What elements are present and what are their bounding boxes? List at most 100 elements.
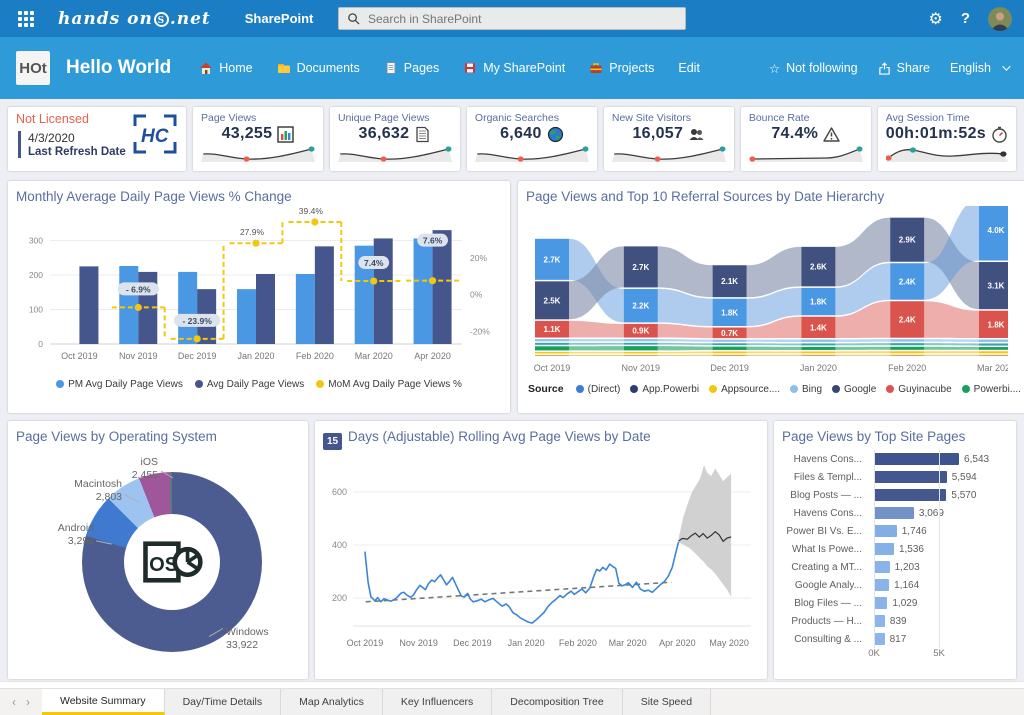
nav-item-edit[interactable]: Edit xyxy=(678,61,700,75)
legend-item[interactable]: (Direct) xyxy=(575,384,620,395)
page-views-bar[interactable] xyxy=(874,597,888,609)
ribbon-chart[interactable]: 2.7K 2.5K 1.1K 2.7K 2.2K 0.9K 2.1K 1.8K 0.7K 2.6K… xyxy=(526,199,1015,378)
tab-key-influencers[interactable]: Key Influencers xyxy=(382,689,493,715)
table-row[interactable]: Google Analy... 1,164 xyxy=(782,576,1008,594)
help-icon[interactable]: ? xyxy=(960,10,970,27)
table-row[interactable]: What Is Powe... 1,536 xyxy=(782,540,1008,558)
page-views-bar[interactable] xyxy=(874,471,947,483)
follow-button[interactable]: ☆ Not following xyxy=(769,61,858,76)
page-views-value: 5,594 xyxy=(951,471,977,483)
tab-decomposition-tree[interactable]: Decomposition Tree xyxy=(492,689,623,715)
table-row[interactable]: Blog Posts — ... 5,570 xyxy=(782,486,1008,504)
page-views-bar[interactable] xyxy=(874,453,960,465)
legend-item[interactable]: Guyinacube xyxy=(886,384,952,395)
svg-text:39.4%: 39.4% xyxy=(299,206,324,216)
svg-text:4.0K: 4.0K xyxy=(988,226,1005,235)
svg-text:Feb 2020: Feb 2020 xyxy=(296,351,334,361)
kpi-card-page-views[interactable]: Page Views 43,255 xyxy=(193,107,323,171)
ribbon-chart-card[interactable]: Page Views and Top 10 Referral Sources b… xyxy=(518,181,1024,413)
combo-chart[interactable]: 0 100 200 300 20% 0% -20% Oct 2019 Nov 2019 Dec 2… xyxy=(16,206,502,374)
kpi-sparkline xyxy=(611,146,726,162)
svg-text:7.4%: 7.4% xyxy=(364,258,384,268)
page-views-bar[interactable] xyxy=(874,579,890,591)
refresh-date-card[interactable]: Not Licensed 4/3/2020 Last Refresh Date … xyxy=(8,107,186,171)
page-views-bar[interactable] xyxy=(874,633,885,645)
disk-icon xyxy=(465,63,476,73)
rolling-chart-card[interactable]: 15 Days (Adjustable) Rolling Avg Page Vie… xyxy=(315,421,767,679)
table-row[interactable]: Consulting & ... 817 xyxy=(782,630,1008,648)
page-label: Products — H... xyxy=(791,615,862,627)
gridline-0k xyxy=(874,450,875,648)
nav-item-projects[interactable]: Projects xyxy=(589,61,654,75)
legend-dot-icon xyxy=(194,380,203,388)
legend-item[interactable]: MoM Avg Daily Page Views % xyxy=(316,379,462,390)
language-dropdown[interactable]: English xyxy=(950,61,1011,75)
table-row[interactable]: Files & Templ... 5,594 xyxy=(782,468,1008,486)
nav-item-documents[interactable]: Documents xyxy=(277,61,360,75)
legend-item[interactable]: Avg Daily Page Views xyxy=(194,379,304,390)
page-views-bar[interactable] xyxy=(874,615,885,627)
svg-text:2.6K: 2.6K xyxy=(810,263,827,272)
nav-item-my-sharepoint[interactable]: My SharePoint xyxy=(463,61,565,75)
top-pages-chart[interactable]: Havens Cons... 6,543 Files & Templ... 5,594… xyxy=(782,450,1008,662)
search-input[interactable] xyxy=(368,11,648,26)
search-box[interactable] xyxy=(338,7,686,30)
svg-text:Dec 2019: Dec 2019 xyxy=(453,638,492,648)
legend-item[interactable]: Bing xyxy=(790,384,822,395)
legend-item[interactable]: Google xyxy=(832,384,876,395)
table-row[interactable]: Creating a MT... 1,203 xyxy=(782,558,1008,576)
rolling-title-text: Days (Adjustable) Rolling Avg Page Views… xyxy=(348,429,651,444)
legend-item[interactable]: Powerbi.... xyxy=(961,384,1021,395)
table-row[interactable]: Blog Files — ... 1,029 xyxy=(782,594,1008,612)
app-launcher-icon[interactable] xyxy=(18,10,34,27)
tabs-next-icon[interactable]: › xyxy=(26,695,30,709)
logo-text-right: .net xyxy=(169,8,211,29)
tab-website-summary[interactable]: Website Summary xyxy=(42,689,165,715)
table-row[interactable]: Products — H... 839 xyxy=(782,612,1008,630)
company-logo[interactable]: hands on S .net xyxy=(58,9,211,29)
table-row[interactable]: Havens Cons... 6,543 xyxy=(782,450,1008,468)
slice-value: 3,298 xyxy=(67,535,94,548)
legend-item[interactable]: PM Avg Daily Page Views xyxy=(56,379,183,390)
avatar[interactable] xyxy=(988,6,1012,31)
rolling-chart[interactable]: 200 400 600 Oct 2019 Nov 2019 Dec 2019 Jan 202… xyxy=(323,452,757,652)
legend-item[interactable]: App.Powerbi xyxy=(630,384,699,395)
gridline-5k xyxy=(939,450,940,648)
donut-chart-card[interactable]: Page Views by Operating System OS Window… xyxy=(8,421,308,679)
page-views-bar[interactable] xyxy=(874,561,890,573)
kpi-card-new-site-visitors[interactable]: New Site Visitors 16,057 xyxy=(603,107,734,171)
suite-bar: hands onS.net SharePoint ⚙ ? xyxy=(0,0,1024,37)
page-views-bar[interactable] xyxy=(874,489,947,501)
top-pages-card[interactable]: Page Views by Top Site Pages Havens Cons… xyxy=(774,421,1016,679)
page-views-bar[interactable] xyxy=(874,525,897,537)
kpi-card-bounce-rate[interactable]: Bounce Rate 74.4% xyxy=(740,107,871,171)
donut-chart[interactable]: OS Windows 33,922 Android 3,298 Macintosh 2,8… xyxy=(16,446,300,664)
svg-text:Dec 2019: Dec 2019 xyxy=(178,351,217,361)
gear-icon[interactable]: ⚙ xyxy=(928,10,943,28)
nav-item-home[interactable]: Home xyxy=(199,61,253,75)
combo-chart-card[interactable]: Monthly Average Daily Page Views % Chang… xyxy=(8,181,510,413)
nav-item-pages[interactable]: Pages xyxy=(384,61,439,75)
kpi-card-avg-session-time[interactable]: Avg Session Time 00h:01m:52s xyxy=(877,107,1017,171)
tabs-prev-icon[interactable]: ‹ xyxy=(12,695,16,709)
kpi-label: Page Views xyxy=(201,112,257,124)
svg-text:-20%: -20% xyxy=(470,327,490,337)
page-label: Havens Cons... xyxy=(793,507,862,519)
kpi-sparkline xyxy=(201,146,315,162)
table-row[interactable]: Power BI Vs. E... 1,746 xyxy=(782,522,1008,540)
table-row[interactable]: Havens Cons... 3,069 xyxy=(782,504,1008,522)
report-footer: ‹ › Website Summary Day/Time Details Map A… xyxy=(0,681,1024,715)
kpi-card-organic-searches[interactable]: Organic Searches 6,640 xyxy=(466,107,597,171)
legend-item[interactable]: Appsource.... xyxy=(709,384,780,395)
rolling-days-badge[interactable]: 15 xyxy=(323,433,342,450)
page-views-value: 1,203 xyxy=(894,561,920,573)
tab-site-speed[interactable]: Site Speed xyxy=(622,689,712,715)
page-views-bar[interactable] xyxy=(874,507,914,519)
page-views-bar[interactable] xyxy=(874,543,894,555)
site-logo[interactable]: HOt xyxy=(16,51,50,85)
tab-day-time-details[interactable]: Day/Time Details xyxy=(164,689,282,715)
kpi-card-unique-page-views[interactable]: Unique Page Views 36,632 xyxy=(329,107,460,171)
tab-map-analytics[interactable]: Map Analytics xyxy=(281,689,383,715)
share-button[interactable]: Share xyxy=(878,61,930,75)
dashboard: Not Licensed 4/3/2020 Last Refresh Date … xyxy=(0,99,1024,687)
